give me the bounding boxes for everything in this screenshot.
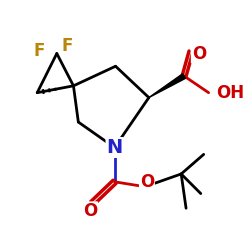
Text: F: F xyxy=(34,42,45,60)
Text: O: O xyxy=(192,44,206,62)
Polygon shape xyxy=(149,74,186,98)
Text: O: O xyxy=(140,173,154,191)
Text: O: O xyxy=(83,202,97,220)
Text: OH: OH xyxy=(216,84,244,102)
Text: N: N xyxy=(106,138,123,157)
Text: F: F xyxy=(62,37,73,55)
